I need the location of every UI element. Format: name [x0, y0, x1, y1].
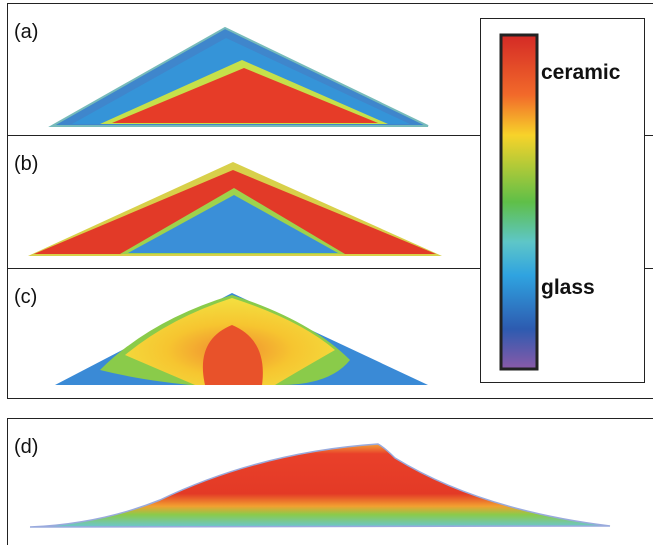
- legend-top-label: ceramic: [541, 61, 621, 84]
- heap-b: [28, 162, 442, 256]
- heap-d: [29, 443, 611, 528]
- panel-label: (d): [14, 436, 38, 458]
- panel-label: (a): [14, 21, 38, 43]
- heap-a: [48, 26, 429, 127]
- frame-d: [7, 418, 653, 545]
- panel-label: (c): [14, 286, 37, 308]
- panel-label: (b): [14, 153, 38, 175]
- legend-bottom-label: glass: [541, 276, 595, 299]
- heap-c: [55, 293, 428, 385]
- colorbar: [499, 33, 539, 371]
- legend: ceramic glass: [480, 18, 645, 383]
- frame-abc: [7, 3, 653, 399]
